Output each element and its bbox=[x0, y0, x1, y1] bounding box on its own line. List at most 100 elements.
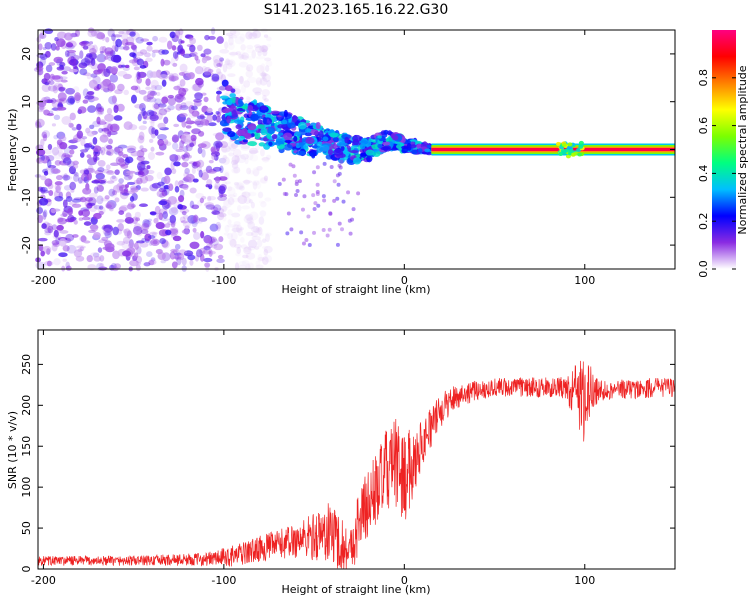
heat-cell bbox=[212, 54, 222, 64]
heat-cell bbox=[202, 65, 207, 72]
heat-cell bbox=[225, 147, 235, 153]
heat-cell bbox=[247, 221, 255, 230]
heat-cell bbox=[171, 261, 178, 269]
heat-cell bbox=[114, 146, 124, 153]
heat-cell bbox=[195, 77, 204, 86]
heat-cell bbox=[239, 55, 249, 59]
heat-cell bbox=[169, 227, 179, 234]
heat-cell bbox=[283, 109, 288, 118]
heat-cell bbox=[349, 150, 359, 154]
heat-cell bbox=[219, 48, 230, 54]
heat-cell bbox=[260, 201, 267, 208]
heat-cell bbox=[48, 80, 55, 85]
heat-cell bbox=[205, 263, 210, 273]
heat-cell bbox=[109, 175, 118, 182]
heat-cell bbox=[240, 153, 250, 160]
heat-cell bbox=[260, 105, 268, 111]
heat-cell bbox=[82, 187, 92, 195]
heat-cell bbox=[106, 107, 113, 115]
heat-cell bbox=[53, 229, 59, 238]
heat-cell bbox=[162, 211, 168, 219]
heat-cell bbox=[38, 99, 47, 108]
heat-cell bbox=[174, 186, 180, 193]
heat-cell bbox=[247, 123, 257, 131]
heat-cell bbox=[237, 195, 248, 205]
heat-cell bbox=[260, 148, 265, 157]
heat-cell bbox=[305, 128, 312, 133]
heat-cell bbox=[118, 178, 124, 184]
heat-cell bbox=[122, 236, 131, 244]
heat-cell bbox=[236, 246, 241, 255]
heat-cell bbox=[96, 53, 107, 63]
heat-cell bbox=[222, 63, 228, 73]
heat-cell bbox=[44, 42, 52, 50]
heat-cell bbox=[208, 249, 213, 257]
heat-cell bbox=[56, 224, 64, 231]
heat-cell bbox=[247, 239, 258, 249]
spectrogram-ytick-label: 0 bbox=[20, 146, 33, 153]
heat-cell bbox=[168, 72, 175, 82]
heat-cell bbox=[283, 132, 293, 141]
heat-cell bbox=[134, 211, 141, 219]
heat-cell bbox=[169, 31, 176, 39]
snr-plot-area bbox=[38, 330, 675, 569]
heat-cell bbox=[118, 64, 123, 68]
heat-cell bbox=[201, 195, 207, 200]
heat-cell bbox=[250, 231, 259, 238]
heat-cell bbox=[132, 49, 138, 54]
heat-cell bbox=[259, 210, 267, 217]
heat-cell bbox=[315, 182, 320, 187]
heat-cell bbox=[231, 197, 241, 203]
heat-cell bbox=[202, 71, 212, 78]
heat-cell bbox=[224, 59, 234, 66]
heat-cell bbox=[149, 211, 157, 216]
heat-cell bbox=[99, 50, 104, 55]
heat-cell bbox=[73, 249, 83, 258]
heat-cell bbox=[337, 221, 342, 226]
heat-cell bbox=[195, 192, 205, 199]
heat-cell bbox=[134, 104, 144, 109]
heat-cell bbox=[110, 190, 118, 198]
heat-cell bbox=[38, 244, 44, 252]
heat-cell bbox=[243, 179, 251, 185]
heat-cell bbox=[83, 169, 90, 175]
colorbar-tick-label: 0.2 bbox=[697, 212, 710, 230]
heat-cell bbox=[207, 250, 216, 255]
heat-cell bbox=[54, 159, 62, 166]
heat-cell bbox=[39, 53, 48, 60]
heat-cell bbox=[117, 144, 128, 149]
heat-cell bbox=[147, 234, 156, 240]
heat-cell bbox=[151, 232, 157, 238]
heat-cell bbox=[346, 190, 351, 195]
heat-cell bbox=[136, 76, 142, 84]
heat-cell bbox=[118, 210, 125, 215]
heat-cell bbox=[241, 260, 250, 266]
heat-cell bbox=[115, 38, 123, 48]
heat-cell bbox=[234, 262, 240, 271]
heat-cell bbox=[218, 189, 224, 198]
heat-cell bbox=[215, 142, 221, 152]
heat-cell bbox=[146, 251, 153, 258]
heat-cell bbox=[184, 167, 190, 175]
heat-cell bbox=[265, 60, 273, 67]
heat-cell bbox=[118, 186, 124, 192]
heat-cell bbox=[210, 238, 219, 246]
heat-cell bbox=[377, 143, 383, 149]
heat-cell bbox=[325, 233, 330, 238]
heat-cell bbox=[109, 207, 114, 212]
heat-cell bbox=[103, 144, 112, 152]
heat-cell bbox=[154, 105, 164, 111]
heat-cell bbox=[222, 170, 230, 177]
heat-cell bbox=[242, 139, 248, 143]
heat-cell bbox=[295, 189, 300, 194]
heat-cell bbox=[160, 218, 170, 222]
heat-cell bbox=[410, 144, 417, 149]
heat-cell bbox=[41, 130, 51, 139]
heat-cell bbox=[138, 89, 147, 95]
heat-cell bbox=[161, 49, 169, 55]
heat-cell bbox=[298, 142, 306, 146]
heat-cell bbox=[216, 86, 227, 91]
heat-cell bbox=[253, 225, 260, 234]
heat-cell bbox=[80, 235, 87, 243]
heat-cell bbox=[391, 134, 399, 141]
